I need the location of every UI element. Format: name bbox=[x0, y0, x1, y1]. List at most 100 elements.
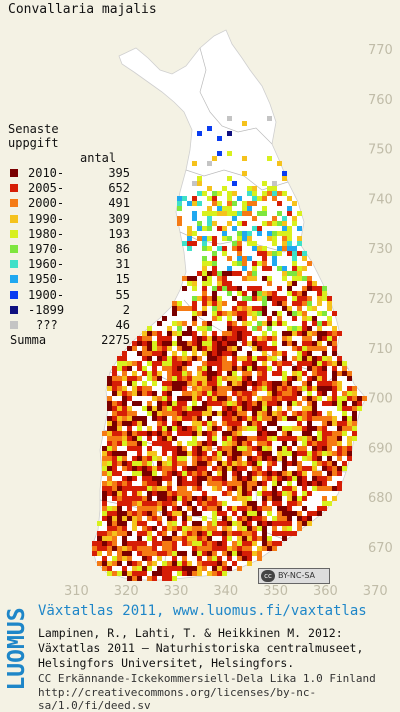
occurrence-square bbox=[347, 446, 352, 451]
occurrence-square bbox=[207, 206, 212, 211]
occurrence-square bbox=[252, 471, 257, 476]
occurrence-square bbox=[222, 536, 227, 541]
occurrence-square bbox=[352, 416, 357, 421]
occurrence-square bbox=[197, 236, 202, 241]
license-url[interactable]: http://creativecommons.org/licenses/by-n… bbox=[38, 686, 317, 712]
occurrence-square bbox=[252, 306, 257, 311]
occurrence-square bbox=[292, 376, 297, 381]
occurrence-square bbox=[247, 256, 252, 261]
legend-row: 1970- 86 bbox=[8, 242, 130, 257]
legend-count: 31 bbox=[115, 257, 130, 272]
occurrence-square bbox=[212, 466, 217, 471]
occurrence-square bbox=[342, 361, 347, 366]
occurrence-square bbox=[337, 441, 342, 446]
occurrence-square bbox=[272, 251, 277, 256]
atlas-link[interactable]: Växtatlas 2011, www.luomus.fi/vaxtatlas bbox=[38, 603, 367, 619]
occurrence-square bbox=[187, 416, 192, 421]
occurrence-square bbox=[107, 551, 112, 556]
occurrence-square bbox=[172, 496, 177, 501]
occurrence-square bbox=[242, 171, 247, 176]
occurrence-square bbox=[162, 396, 167, 401]
occurrence-square bbox=[272, 421, 277, 426]
occurrence-square bbox=[122, 411, 127, 416]
cc-badge-text: BY-NC-SA bbox=[278, 571, 316, 580]
occurrence-square bbox=[137, 431, 142, 436]
occurrence-square bbox=[247, 551, 252, 556]
occurrence-square bbox=[197, 271, 202, 276]
occurrence-square bbox=[232, 411, 237, 416]
occurrence-square bbox=[247, 241, 252, 246]
occurrence-square bbox=[342, 461, 347, 466]
occurrence-square bbox=[207, 296, 212, 301]
occurrence-square bbox=[112, 536, 117, 541]
occurrence-square bbox=[162, 511, 167, 516]
occurrence-square bbox=[232, 466, 237, 471]
occurrence-square bbox=[202, 331, 207, 336]
occurrence-square bbox=[172, 551, 177, 556]
occurrence-square bbox=[307, 466, 312, 471]
occurrence-square bbox=[137, 496, 142, 501]
occurrence-square bbox=[307, 366, 312, 371]
occurrence-square bbox=[112, 466, 117, 471]
occurrence-square bbox=[262, 371, 267, 376]
occurrence-square bbox=[102, 491, 107, 496]
occurrence-square bbox=[202, 421, 207, 426]
easting-tick-label: 330 bbox=[164, 584, 189, 597]
occurrence-square bbox=[292, 436, 297, 441]
occurrence-square bbox=[172, 456, 177, 461]
occurrence-square bbox=[317, 356, 322, 361]
occurrence-square bbox=[222, 336, 227, 341]
occurrence-square bbox=[342, 466, 347, 471]
occurrence-square bbox=[132, 416, 137, 421]
occurrence-square bbox=[322, 481, 327, 486]
occurrence-square bbox=[332, 341, 337, 346]
occurrence-square bbox=[127, 446, 132, 451]
occurrence-square bbox=[262, 196, 267, 201]
occurrence-square bbox=[232, 331, 237, 336]
occurrence-square bbox=[267, 381, 272, 386]
occurrence-square bbox=[237, 336, 242, 341]
occurrence-square bbox=[232, 441, 237, 446]
occurrence-square bbox=[192, 336, 197, 341]
occurrence-square bbox=[217, 361, 222, 366]
occurrence-square bbox=[212, 421, 217, 426]
legend-label: -1899 bbox=[28, 302, 65, 317]
occurrence-square bbox=[187, 406, 192, 411]
occurrence-square bbox=[122, 566, 127, 571]
occurrence-square bbox=[212, 361, 217, 366]
occurrence-square bbox=[127, 406, 132, 411]
occurrence-square bbox=[127, 546, 132, 551]
legend-count: 652 bbox=[108, 181, 130, 196]
occurrence-square bbox=[322, 426, 327, 431]
occurrence-square bbox=[117, 471, 122, 476]
occurrence-square bbox=[297, 311, 302, 316]
occurrence-square bbox=[162, 346, 167, 351]
occurrence-square bbox=[182, 331, 187, 336]
occurrence-square bbox=[292, 331, 297, 336]
occurrence-square bbox=[272, 461, 277, 466]
occurrence-square bbox=[257, 366, 262, 371]
occurrence-square bbox=[192, 451, 197, 456]
occurrence-square bbox=[247, 361, 252, 366]
occurrence-square bbox=[242, 436, 247, 441]
occurrence-square bbox=[192, 551, 197, 556]
occurrence-square bbox=[202, 361, 207, 366]
occurrence-square bbox=[332, 311, 337, 316]
occurrence-square bbox=[212, 506, 217, 511]
occurrence-square bbox=[342, 401, 347, 406]
occurrence-square bbox=[222, 346, 227, 351]
occurrence-square bbox=[197, 386, 202, 391]
occurrence-square bbox=[342, 406, 347, 411]
occurrence-square bbox=[207, 501, 212, 506]
occurrence-square bbox=[232, 181, 237, 186]
occurrence-square bbox=[132, 541, 137, 546]
occurrence-square bbox=[207, 351, 212, 356]
occurrence-square bbox=[202, 261, 207, 266]
occurrence-square bbox=[212, 311, 217, 316]
occurrence-square bbox=[277, 251, 282, 256]
occurrence-square bbox=[227, 281, 232, 286]
occurrence-square bbox=[272, 516, 277, 521]
cc-license-badge[interactable]: cc BY-NC-SA bbox=[258, 568, 330, 584]
occurrence-square bbox=[142, 486, 147, 491]
occurrence-square bbox=[207, 426, 212, 431]
